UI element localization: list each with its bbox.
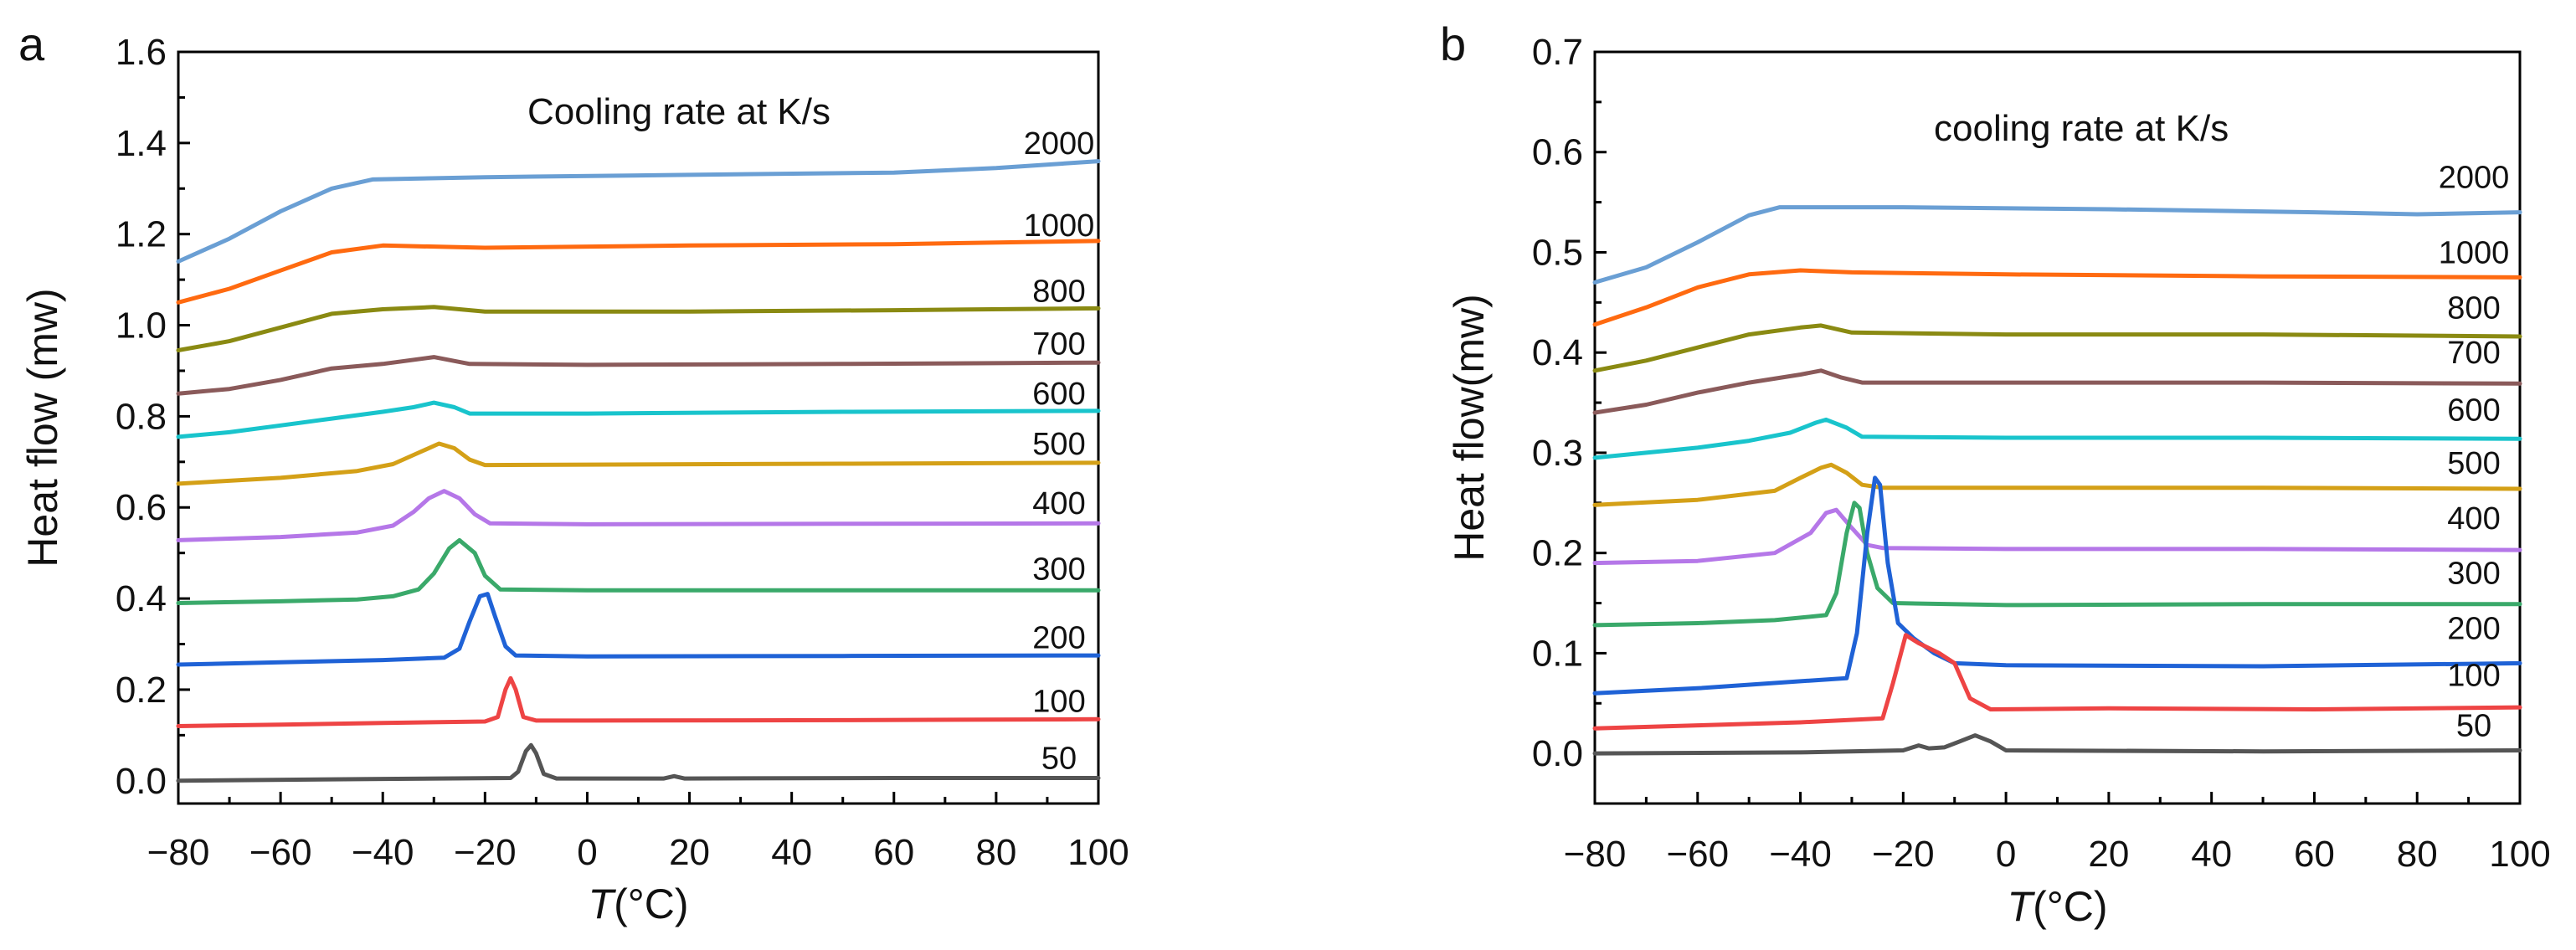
series-line-1000 bbox=[1592, 268, 2522, 327]
series-label-400: 400 bbox=[1032, 486, 1085, 521]
series-label-500: 500 bbox=[1032, 427, 1085, 462]
x-tick-label: −60 bbox=[249, 832, 312, 873]
x-tick-label: 0 bbox=[577, 832, 597, 873]
chart-annotation: cooling rate at K/s bbox=[1934, 108, 2229, 149]
x-tick-label: 60 bbox=[2294, 834, 2335, 875]
y-tick-label: 0.6 bbox=[1532, 132, 1583, 173]
x-tick-label: 100 bbox=[2489, 834, 2550, 875]
series-label-300: 300 bbox=[2447, 557, 2500, 592]
series-line-400 bbox=[1592, 507, 2522, 566]
series-label-800: 800 bbox=[2447, 290, 2500, 326]
y-tick-label: 0.4 bbox=[1532, 332, 1583, 373]
y-tick-label: 0.1 bbox=[1532, 633, 1583, 674]
series-line-800 bbox=[1592, 323, 2522, 373]
series-line-50 bbox=[1592, 733, 2522, 756]
y-tick-label: 1.4 bbox=[116, 123, 167, 164]
panel-letter: b bbox=[1440, 18, 1466, 70]
series-line-300 bbox=[1592, 501, 2522, 628]
series-line-200 bbox=[1592, 475, 2522, 696]
series-label-800: 800 bbox=[1032, 275, 1085, 310]
y-tick-label: 0.0 bbox=[1532, 733, 1583, 774]
x-tick-label: −40 bbox=[1769, 834, 1832, 875]
series-line-100 bbox=[1592, 633, 2522, 731]
x-tick-label: −40 bbox=[352, 832, 414, 873]
x-axis-title: T(°C) bbox=[2008, 883, 2108, 930]
x-tick-label: −60 bbox=[1666, 834, 1729, 875]
plot-frame bbox=[177, 50, 1100, 805]
series-label-1000: 1000 bbox=[2439, 235, 2510, 270]
y-tick-label: 0.2 bbox=[1532, 533, 1583, 574]
chart-annotation: Cooling rate at K/s bbox=[527, 91, 830, 132]
x-tick-label: −80 bbox=[147, 832, 210, 873]
x-tick-label: 60 bbox=[873, 832, 914, 873]
chart-panel-a: −80 −60 −40 −20 0 20 40 60 80 100 0.0 0.2 0.4 0.6 0.8 1… bbox=[18, 18, 1129, 927]
chart-panel-b: −80 −60 −40 −20 0 20 40 60 80 100 0.0 0.1 0.2 0.3 0.4 0… bbox=[1440, 18, 2551, 930]
series-label-400: 400 bbox=[2447, 501, 2500, 537]
y-tick-label: 0.2 bbox=[116, 670, 167, 711]
x-axis-title: T(°C) bbox=[589, 881, 689, 927]
y-tick-label: 1.2 bbox=[116, 214, 167, 255]
series-line-700 bbox=[1592, 368, 2522, 415]
y-tick-label: 0.7 bbox=[1532, 32, 1583, 73]
x-tick-label: −20 bbox=[454, 832, 517, 873]
series-line-2000 bbox=[176, 159, 1101, 264]
series-label-500: 500 bbox=[2447, 446, 2500, 481]
series-line-400 bbox=[176, 489, 1101, 542]
y-tick-label: 0.4 bbox=[116, 578, 167, 619]
series-line-300 bbox=[176, 537, 1101, 605]
y-tick-label: 1.6 bbox=[116, 32, 167, 73]
series-line-600 bbox=[176, 400, 1101, 439]
y-axis-title: Heat flow (mw) bbox=[19, 288, 66, 567]
y-axis-title: Heat flow(mw) bbox=[1446, 294, 1493, 561]
x-tick-label: 100 bbox=[1067, 832, 1129, 873]
y-tick-label: 0.6 bbox=[116, 487, 167, 528]
series-label-1000: 1000 bbox=[1024, 208, 1095, 244]
series-line-500 bbox=[1592, 462, 2522, 507]
x-tick-label: −80 bbox=[1564, 834, 1627, 875]
series-label-50: 50 bbox=[1041, 742, 1077, 777]
series-label-700: 700 bbox=[1032, 326, 1085, 362]
series-label-200: 200 bbox=[1032, 620, 1085, 655]
y-tick-label: 0.8 bbox=[116, 396, 167, 437]
y-tick-label: 1.0 bbox=[116, 306, 167, 347]
x-tick-label: 20 bbox=[2088, 834, 2129, 875]
y-tick-label: 0.0 bbox=[116, 761, 167, 802]
x-tick-label: −20 bbox=[1872, 834, 1935, 875]
series-label-600: 600 bbox=[2447, 393, 2500, 428]
series-line-700 bbox=[176, 355, 1101, 396]
series-line-100 bbox=[176, 675, 1101, 728]
series-line-800 bbox=[176, 305, 1101, 352]
series-label-2000: 2000 bbox=[2439, 161, 2510, 196]
series-line-600 bbox=[1592, 417, 2522, 460]
x-tick-label: 40 bbox=[2191, 834, 2232, 875]
x-tick-label: 80 bbox=[2397, 834, 2438, 875]
x-tick-label: 20 bbox=[669, 832, 710, 873]
panel-letter: a bbox=[18, 18, 45, 70]
x-tick-label: 40 bbox=[771, 832, 812, 873]
series-label-600: 600 bbox=[1032, 377, 1085, 412]
series-label-200: 200 bbox=[2447, 611, 2500, 646]
y-tick-label: 0.3 bbox=[1532, 433, 1583, 474]
series-label-300: 300 bbox=[1032, 552, 1085, 588]
x-tick-label: 80 bbox=[975, 832, 1016, 873]
plot-frame bbox=[1593, 50, 2522, 805]
x-tick-label: 0 bbox=[1996, 834, 2016, 875]
series-line-2000 bbox=[1592, 205, 2522, 285]
series-label-100: 100 bbox=[1032, 685, 1085, 720]
series-line-1000 bbox=[176, 239, 1101, 305]
series-label-700: 700 bbox=[2447, 336, 2500, 371]
series-line-200 bbox=[176, 592, 1101, 667]
series-line-50 bbox=[176, 742, 1101, 783]
series-line-500 bbox=[176, 441, 1101, 486]
y-tick-label: 0.5 bbox=[1532, 232, 1583, 273]
series-label-2000: 2000 bbox=[1024, 126, 1095, 162]
series-label-50: 50 bbox=[2456, 709, 2491, 744]
series-label-100: 100 bbox=[2447, 659, 2500, 694]
